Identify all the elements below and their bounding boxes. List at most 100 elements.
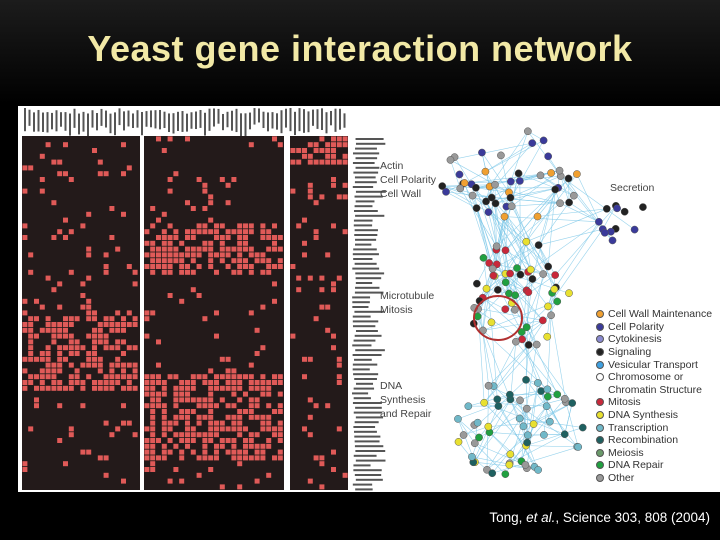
matrix-cell	[196, 246, 202, 252]
matrix-cell	[173, 432, 179, 438]
network-node	[481, 167, 490, 176]
matrix-cell	[80, 345, 86, 351]
matrix-cell	[103, 339, 109, 345]
matrix-cell	[173, 414, 179, 420]
column-gene-label	[267, 112, 269, 132]
matrix-cell	[214, 252, 219, 258]
matrix-cell	[22, 385, 28, 391]
row-gene-label	[352, 296, 371, 299]
row-gene-label	[352, 320, 379, 323]
matrix-cell	[225, 438, 231, 443]
matrix-cell	[260, 414, 266, 420]
matrix-cell	[97, 322, 103, 327]
matrix-cell	[126, 374, 132, 380]
matrix-cell	[266, 380, 272, 385]
matrix-cell	[272, 432, 277, 438]
network-node	[534, 379, 542, 387]
matrix-cell	[237, 449, 243, 455]
matrix-cell	[225, 403, 231, 409]
matrix-cell	[39, 368, 45, 374]
matrix-cell	[103, 345, 109, 351]
row-gene-label	[353, 258, 373, 260]
network-edge	[509, 445, 527, 464]
matrix-cell	[161, 246, 167, 252]
matrix-cell	[196, 229, 202, 235]
matrix-cell	[331, 177, 336, 182]
matrix-cell	[266, 438, 272, 443]
matrix-cell	[237, 258, 243, 264]
row-gene-label	[352, 363, 378, 366]
matrix-cell	[144, 229, 150, 235]
matrix-cell	[126, 165, 132, 171]
label-and-repair: and Repair	[380, 408, 432, 420]
matrix-cell	[260, 443, 266, 449]
network-node	[551, 185, 560, 194]
network-node	[565, 289, 573, 297]
matrix-cell	[57, 327, 63, 333]
matrix-cell	[260, 374, 266, 380]
matrix-cell	[231, 374, 237, 380]
matrix-cell	[190, 229, 196, 235]
matrix-cell	[231, 258, 237, 264]
matrix-cell	[336, 374, 342, 380]
network-node	[543, 385, 552, 394]
matrix-cell	[121, 385, 126, 391]
matrix-cell	[325, 403, 331, 409]
row-gene-label	[354, 440, 380, 443]
network-edge	[550, 315, 567, 403]
column-gene-label	[78, 113, 80, 135]
matrix-cell	[22, 327, 28, 333]
network-node	[540, 431, 548, 439]
network-edge	[491, 180, 521, 198]
column-gene-label	[118, 108, 121, 126]
matrix-cell	[331, 333, 336, 339]
network-node	[505, 460, 514, 469]
matrix-cell	[266, 403, 272, 409]
matrix-cell	[28, 345, 34, 351]
network-node	[501, 246, 510, 255]
matrix-cell	[277, 455, 283, 461]
matrix-cell	[214, 403, 219, 409]
column-gene-label	[132, 113, 134, 129]
matrix-cell	[167, 136, 173, 142]
matrix-cell	[115, 327, 121, 333]
matrix-cell	[237, 223, 243, 229]
matrix-cell	[103, 472, 109, 478]
matrix-cell	[231, 438, 237, 443]
matrix-cell	[167, 264, 173, 269]
matrix-cell	[161, 443, 167, 449]
legend-label: Other	[608, 472, 635, 485]
matrix-cell	[167, 374, 173, 380]
network-edge	[491, 197, 497, 250]
matrix-cell	[260, 345, 266, 351]
network-node	[507, 202, 516, 211]
column-gene-label	[280, 110, 283, 134]
row-gene-label	[355, 142, 386, 145]
network-edge	[505, 241, 527, 274]
legend: Cell Wall Maintenance Cell Polarity Cytoki…	[596, 308, 712, 484]
matrix-cell	[243, 235, 248, 240]
matrix-cell	[185, 252, 190, 258]
matrix-cell	[243, 374, 248, 380]
matrix-cell	[97, 339, 103, 345]
matrix-cell	[103, 322, 109, 327]
label-synthesis: Synthesis	[380, 394, 426, 406]
matrix-cell	[156, 380, 161, 385]
matrix-cell	[92, 362, 97, 368]
matrix-cell	[307, 194, 313, 200]
matrix-cell	[225, 182, 231, 188]
matrix-cell	[34, 333, 39, 339]
matrix-cell	[266, 269, 272, 275]
matrix-cell	[109, 206, 115, 211]
network-edge	[483, 344, 529, 403]
matrix-cell	[39, 356, 45, 362]
matrix-cell	[132, 345, 138, 351]
network-node	[620, 207, 629, 216]
matrix-cell	[202, 380, 208, 385]
matrix-cell	[121, 322, 126, 327]
matrix-cell	[185, 235, 190, 240]
legend-label: Mitosis	[608, 396, 641, 409]
label-actin: Actin	[380, 160, 404, 172]
row-gene-label	[352, 301, 370, 304]
matrix-cell	[86, 374, 92, 380]
